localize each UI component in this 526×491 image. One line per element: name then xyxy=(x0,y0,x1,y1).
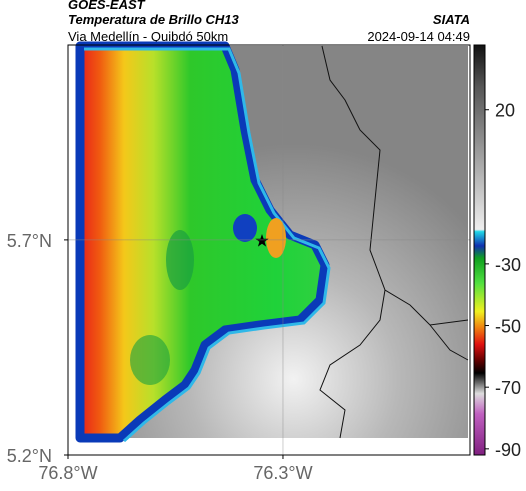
y-tick-label: 5.7°N xyxy=(7,231,52,251)
colorbar xyxy=(473,44,486,456)
cloud-rim xyxy=(84,47,331,443)
header: GOES-EAST Temperatura de Brillo CH13 SIA… xyxy=(68,0,470,44)
route: Via Medellín - Quibdó 50km xyxy=(68,29,228,44)
colorbar-label: 20 xyxy=(495,101,515,121)
y-tick-label: 5.2°N xyxy=(7,446,52,466)
source: SIATA xyxy=(433,12,470,27)
colorbar-label: -30 xyxy=(495,255,521,275)
colorbar-label: -90 xyxy=(495,440,521,460)
warm-spot xyxy=(266,218,286,258)
location-marker xyxy=(255,234,269,247)
colorbar-label: -50 xyxy=(495,317,521,337)
product: Temperatura de Brillo CH13 xyxy=(68,12,240,27)
timestamp: 2024-09-14 04:49 xyxy=(367,29,470,44)
satellite: GOES-EAST xyxy=(68,0,146,12)
frame xyxy=(67,44,471,456)
cold-spot xyxy=(233,214,257,242)
axes: 76.8°W 76.3°W 5.2°N 5.7°N 20 -30 -50 -70 -90 xyxy=(7,45,521,483)
patch xyxy=(130,335,170,385)
x-tick-label: 76.3°W xyxy=(253,463,312,483)
x-tick-label: 76.8°W xyxy=(38,463,97,483)
patch xyxy=(166,230,194,290)
map-image xyxy=(68,41,470,455)
borders xyxy=(319,45,469,439)
colorbar-label: -70 xyxy=(495,378,521,398)
